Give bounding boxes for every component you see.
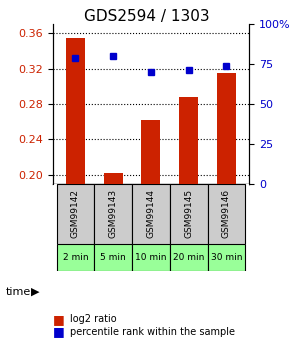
Text: 5 min: 5 min (100, 253, 126, 262)
FancyBboxPatch shape (94, 244, 132, 271)
Text: ▶: ▶ (31, 287, 39, 296)
FancyBboxPatch shape (57, 244, 94, 271)
FancyBboxPatch shape (132, 184, 170, 244)
Text: GSM99143: GSM99143 (109, 189, 118, 238)
FancyBboxPatch shape (94, 184, 132, 244)
Text: ■: ■ (53, 313, 64, 326)
Text: time: time (6, 287, 31, 296)
Text: log2 ratio: log2 ratio (70, 314, 117, 324)
FancyBboxPatch shape (170, 244, 207, 271)
Text: GDS2594 / 1303: GDS2594 / 1303 (84, 9, 209, 23)
Bar (142, 120, 160, 184)
Text: percentile rank within the sample: percentile rank within the sample (70, 327, 235, 337)
FancyBboxPatch shape (207, 184, 245, 244)
Bar (104, 173, 122, 184)
Bar (217, 73, 236, 184)
Text: ■: ■ (53, 325, 64, 338)
Text: 30 min: 30 min (211, 253, 242, 262)
Bar (66, 38, 85, 184)
FancyBboxPatch shape (207, 244, 245, 271)
Text: GSM99146: GSM99146 (222, 189, 231, 238)
Text: 2 min: 2 min (63, 253, 88, 262)
Text: 20 min: 20 min (173, 253, 204, 262)
Text: GSM99145: GSM99145 (184, 189, 193, 238)
Text: 10 min: 10 min (135, 253, 167, 262)
FancyBboxPatch shape (170, 184, 207, 244)
Text: GSM99144: GSM99144 (146, 189, 155, 238)
Text: GSM99142: GSM99142 (71, 189, 80, 238)
FancyBboxPatch shape (132, 244, 170, 271)
Bar (179, 97, 198, 184)
FancyBboxPatch shape (57, 184, 94, 244)
